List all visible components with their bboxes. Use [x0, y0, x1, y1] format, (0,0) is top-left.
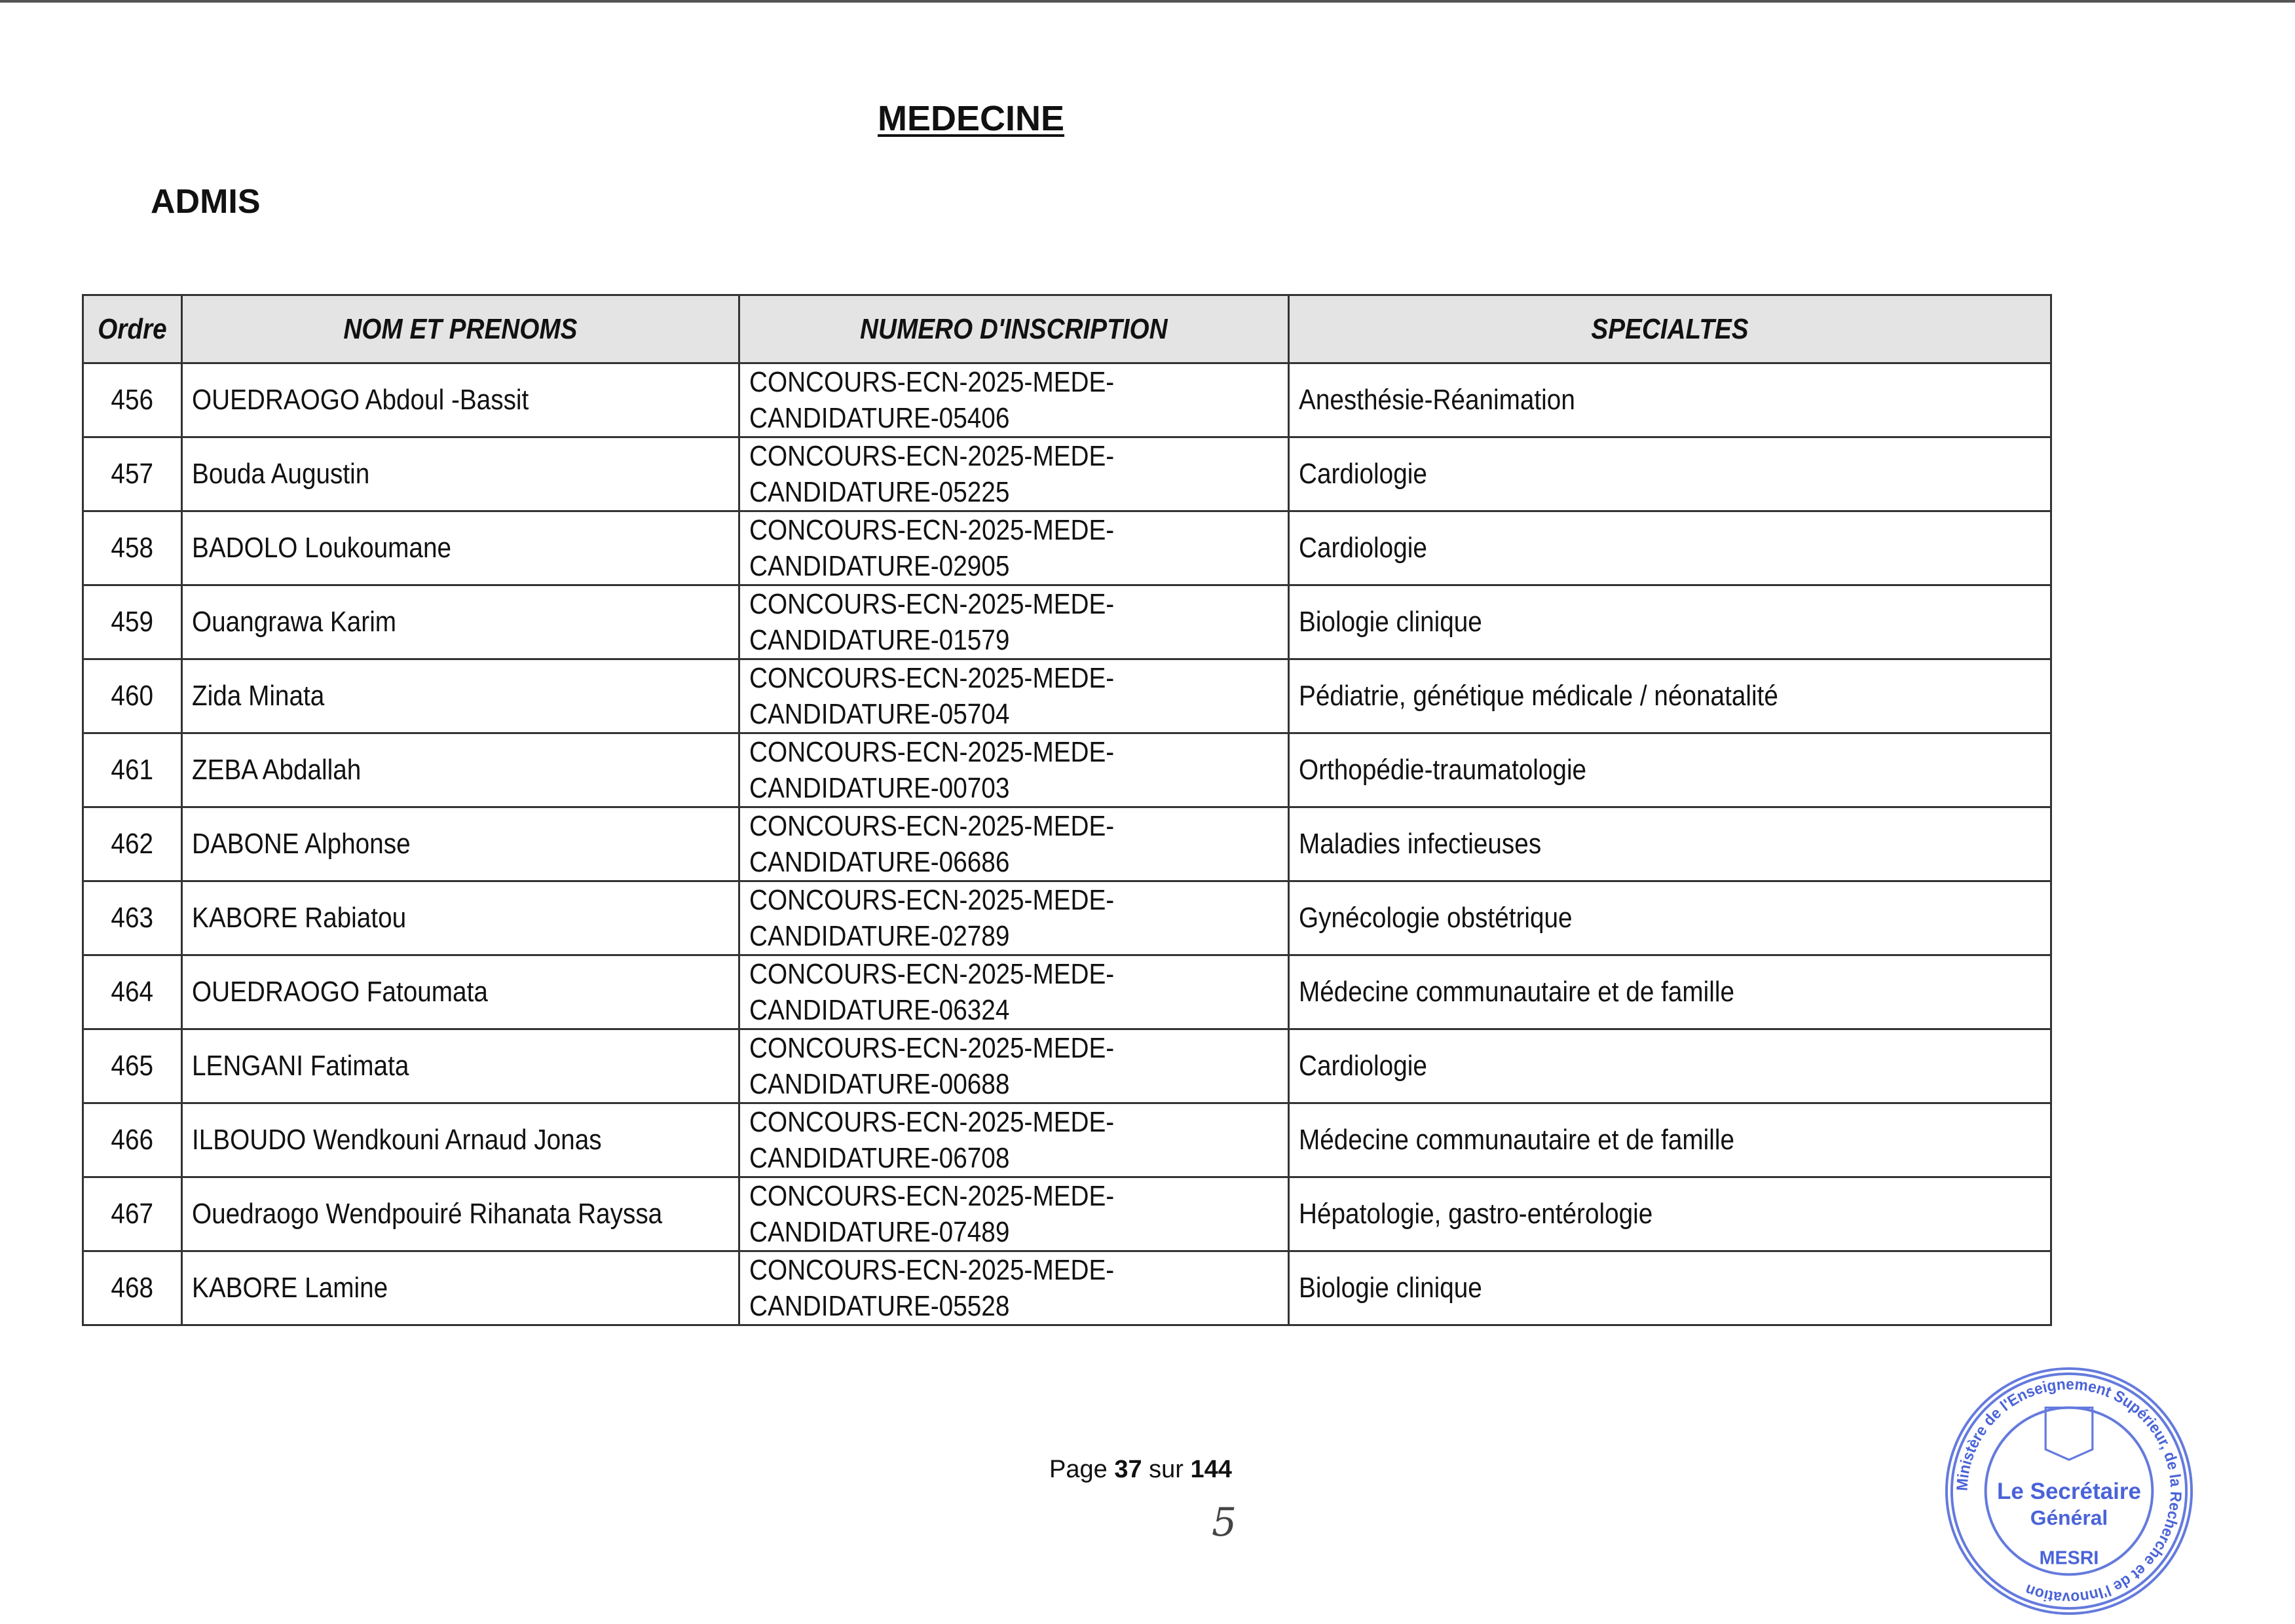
official-stamp: Ministère de l'Enseignement Supérieur, d…	[1945, 1367, 2193, 1615]
cell-nom: DABONE Alphonse	[181, 806, 740, 882]
cell-ordre: 461	[82, 732, 183, 808]
cell-numero: CONCOURS-ECN-2025-MEDE- CANDIDATURE-00703	[738, 732, 1290, 808]
cell-nom: OUEDRAOGO Fatoumata	[181, 954, 740, 1030]
cell-ordre: 456	[82, 362, 183, 438]
cell-numero: CONCOURS-ECN-2025-MEDE- CANDIDATURE-07489	[738, 1176, 1290, 1252]
cell-numero: CONCOURS-ECN-2025-MEDE- CANDIDATURE-05406	[738, 362, 1290, 438]
cell-nom: Bouda Augustin	[181, 436, 740, 512]
page-number: Page 37 sur 144	[1049, 1456, 1232, 1483]
cell-numero: CONCOURS-ECN-2025-MEDE- CANDIDATURE-05225	[738, 436, 1290, 512]
cell-nom: LENGANI Fatimata	[181, 1028, 740, 1104]
cell-specialite: Orthopédie-traumatologie	[1288, 732, 2052, 808]
cell-ordre: 465	[82, 1028, 183, 1104]
cell-ordre: 464	[82, 954, 183, 1030]
table-row: 468 KABORE Lamine CONCOURS-ECN-2025-MEDE…	[82, 1250, 2052, 1326]
cell-nom: OUEDRAOGO Abdoul -Bassit	[181, 362, 740, 438]
table-row: 463 KABORE Rabiatou CONCOURS-ECN-2025-ME…	[82, 880, 2052, 956]
cell-numero: CONCOURS-ECN-2025-MEDE- CANDIDATURE-02789	[738, 880, 1290, 956]
cell-numero: CONCOURS-ECN-2025-MEDE- CANDIDATURE-01579	[738, 584, 1290, 660]
table-row: 464 OUEDRAOGO Fatoumata CONCOURS-ECN-202…	[82, 954, 2052, 1030]
cell-specialite: Hépatologie, gastro-entérologie	[1288, 1176, 2052, 1252]
cell-nom: Zida Minata	[181, 658, 740, 734]
cell-specialite: Médecine communautaire et de famille	[1288, 954, 2052, 1030]
scan-edge	[0, 0, 2295, 3]
cell-numero: CONCOURS-ECN-2025-MEDE- CANDIDATURE-06708	[738, 1102, 1290, 1178]
page-title: MEDECINE	[878, 99, 1065, 138]
table-row: 456 OUEDRAOGO Abdoul -Bassit CONCOURS-EC…	[82, 362, 2052, 438]
table-row: 458 BADOLO Loukoumane CONCOURS-ECN-2025-…	[82, 510, 2052, 586]
cell-numero: CONCOURS-ECN-2025-MEDE- CANDIDATURE-05528	[738, 1250, 1290, 1326]
cell-nom: Ouangrawa Karim	[181, 584, 740, 660]
cell-ordre: 462	[82, 806, 183, 882]
cell-ordre: 458	[82, 510, 183, 586]
header-numero: NUMERO D'INSCRIPTION	[738, 294, 1290, 364]
cell-specialite: Biologie clinique	[1288, 584, 2052, 660]
table-row: 462 DABONE Alphonse CONCOURS-ECN-2025-ME…	[82, 806, 2052, 882]
admitted-table: Ordre NOM ET PRENOMS NUMERO D'INSCRIPTIO…	[82, 294, 2052, 1326]
cell-ordre: 460	[82, 658, 183, 734]
cell-specialite: Maladies infectieuses	[1288, 806, 2052, 882]
table-row: 465 LENGANI Fatimata CONCOURS-ECN-2025-M…	[82, 1028, 2052, 1104]
cell-nom: Ouedraogo Wendpouiré Rihanata Rayssa	[181, 1176, 740, 1252]
header-ordre: Ordre	[82, 294, 183, 364]
table-row: 460 Zida Minata CONCOURS-ECN-2025-MEDE- C…	[82, 658, 2052, 734]
table-row: 457 Bouda Augustin CONCOURS-ECN-2025-MED…	[82, 436, 2052, 512]
cell-nom: KABORE Rabiatou	[181, 880, 740, 956]
cell-specialite: Cardiologie	[1288, 510, 2052, 586]
table-header: Ordre NOM ET PRENOMS NUMERO D'INSCRIPTIO…	[82, 294, 2052, 364]
cell-specialite: Pédiatrie, génétique médicale / néonatal…	[1288, 658, 2052, 734]
cell-numero: CONCOURS-ECN-2025-MEDE- CANDIDATURE-05704	[738, 658, 1290, 734]
cell-ordre: 459	[82, 584, 183, 660]
cell-numero: CONCOURS-ECN-2025-MEDE- CANDIDATURE-06686	[738, 806, 1290, 882]
cell-specialite: Anesthésie-Réanimation	[1288, 362, 2052, 438]
cell-ordre: 463	[82, 880, 183, 956]
cell-specialite: Médecine communautaire et de famille	[1288, 1102, 2052, 1178]
cell-ordre: 467	[82, 1176, 183, 1252]
cell-numero: CONCOURS-ECN-2025-MEDE- CANDIDATURE-06324	[738, 954, 1290, 1030]
table-row: 461 ZEBA Abdallah CONCOURS-ECN-2025-MEDE…	[82, 732, 2052, 808]
cell-nom: BADOLO Loukoumane	[181, 510, 740, 586]
header-specialites: SPECIALTES	[1288, 294, 2052, 364]
header-nom: NOM ET PRENOMS	[181, 294, 740, 364]
cell-specialite: Gynécologie obstétrique	[1288, 880, 2052, 956]
cell-specialite: Cardiologie	[1288, 436, 2052, 512]
handwritten-mark: 5	[1212, 1500, 1237, 1545]
table-row: 466 ILBOUDO Wendkouni Arnaud Jonas CONCO…	[82, 1102, 2052, 1178]
cell-ordre: 457	[82, 436, 183, 512]
cell-numero: CONCOURS-ECN-2025-MEDE- CANDIDATURE-02905	[738, 510, 1290, 586]
cell-ordre: 468	[82, 1250, 183, 1326]
stamp-bottom: MESRI	[2040, 1547, 2099, 1568]
table-row: 467 Ouedraogo Wendpouiré Rihanata Rayssa…	[82, 1176, 2052, 1252]
cell-specialite: Cardiologie	[1288, 1028, 2052, 1104]
cell-numero: CONCOURS-ECN-2025-MEDE- CANDIDATURE-00688	[738, 1028, 1290, 1104]
stamp-line2: Général	[2030, 1506, 2108, 1530]
table-row: 459 Ouangrawa Karim CONCOURS-ECN-2025-ME…	[82, 584, 2052, 660]
cell-specialite: Biologie clinique	[1288, 1250, 2052, 1326]
section-heading: ADMIS	[151, 183, 261, 221]
cell-nom: KABORE Lamine	[181, 1250, 740, 1326]
cell-nom: ZEBA Abdallah	[181, 732, 740, 808]
stamp-line1: Le Secrétaire	[1997, 1479, 2141, 1504]
cell-ordre: 466	[82, 1102, 183, 1178]
cell-nom: ILBOUDO Wendkouni Arnaud Jonas	[181, 1102, 740, 1178]
